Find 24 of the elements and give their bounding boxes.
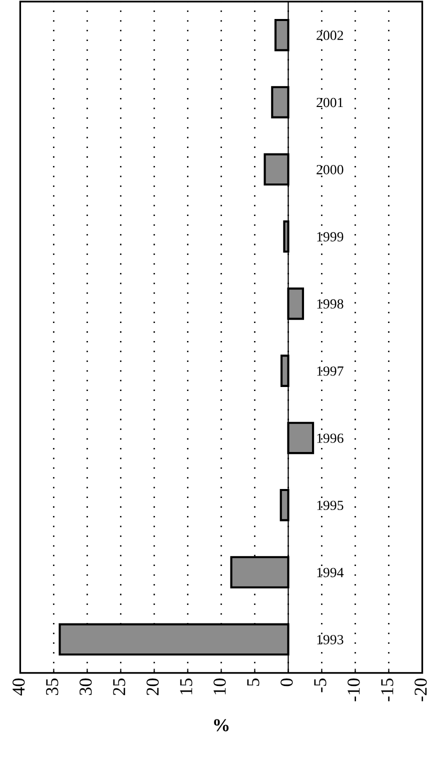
y-tick-label: 2001 [316,98,343,108]
y-tick-label: 1999 [317,232,344,242]
x-tick-label: -20 [414,678,427,702]
y-tick-label: 1996 [317,434,344,443]
x-tick-label: 5 [247,678,260,686]
y-tick-label: 1993 [317,635,344,644]
x-tick-label: 25 [113,678,126,696]
x-tick-label: -5 [314,678,326,692]
x-tick-label: -15 [381,678,394,702]
y-tick-label: 1998 [317,299,344,309]
x-tick-label: 40 [12,678,25,696]
y-tick-label: 1997 [317,366,344,376]
y-tick-label: 1995 [317,500,344,510]
x-tick-label: 20 [146,678,159,696]
y-tick-label: 2000 [316,164,344,174]
x-tick-label: 10 [214,678,226,694]
x-tick-label: 30 [80,678,92,696]
y-tick-label: 2002 [316,30,344,40]
y-tick-label: 1994 [317,568,344,578]
x-tick-label: 15 [180,678,192,694]
x-axis-title: % [214,719,229,732]
x-tick-label: 0 [280,678,293,686]
x-tick-label: -10 [348,678,360,702]
x-tick-label: 35 [46,678,58,696]
